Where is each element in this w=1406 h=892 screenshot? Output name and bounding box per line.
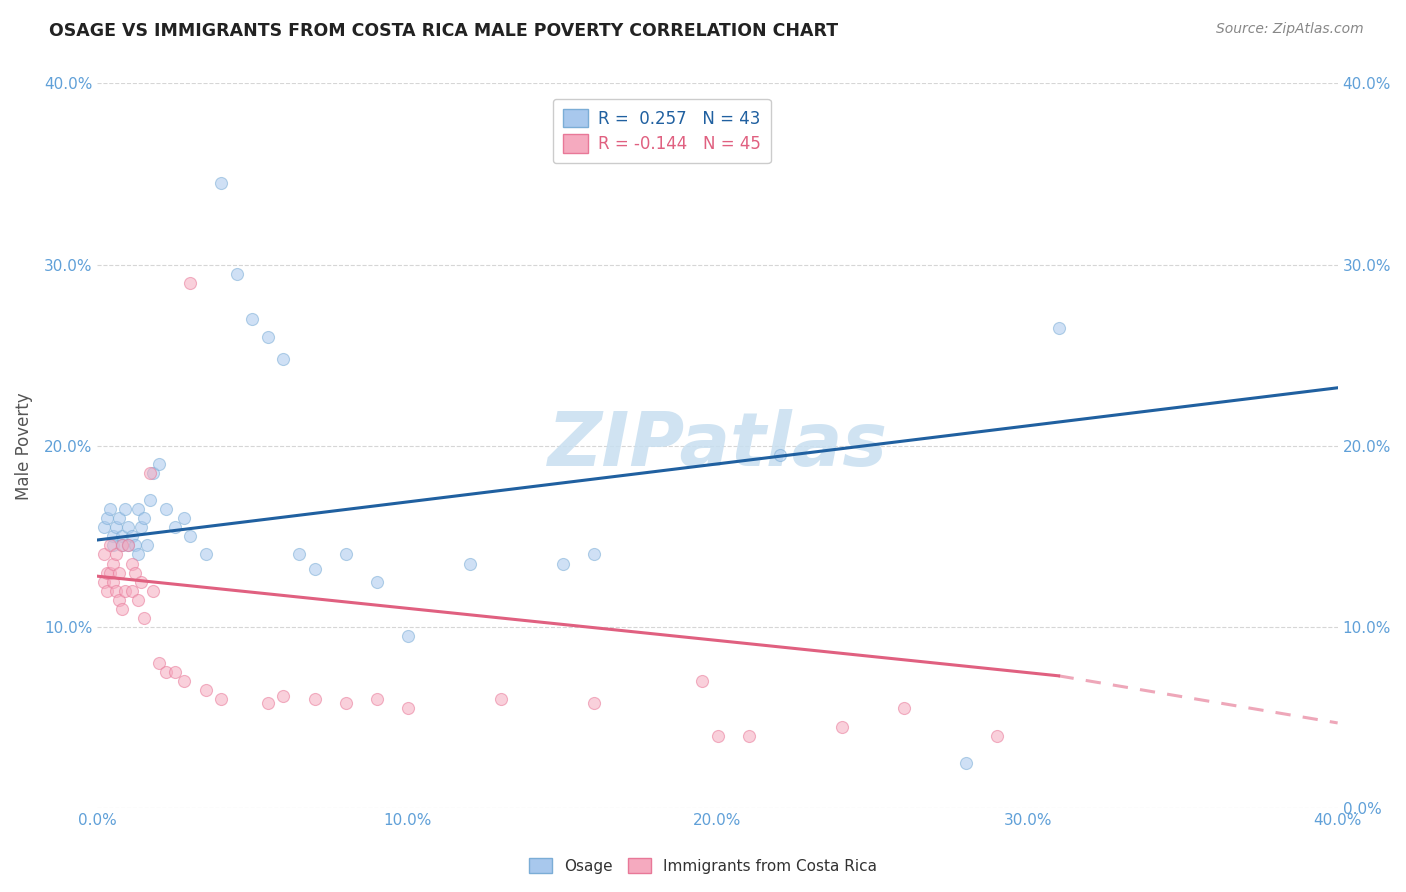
Point (489, 692, 512, 706)
Point (163, 665, 186, 680)
Point (257, 330, 280, 344)
Point (304, 692, 326, 706)
Point (93, 574, 115, 589)
Point (98, 566, 121, 580)
Point (124, 538, 146, 552)
Point (396, 701, 419, 715)
Point (195, 683, 218, 698)
Point (155, 502, 177, 516)
Point (111, 538, 134, 552)
Point (955, 756, 977, 770)
Text: Source: ZipAtlas.com: Source: ZipAtlas.com (1216, 22, 1364, 37)
Point (114, 583, 136, 598)
Point (582, 696, 605, 710)
Point (108, 566, 131, 580)
Point (257, 696, 280, 710)
Point (129, 520, 152, 534)
Point (114, 502, 136, 516)
Point (1047, 321, 1070, 335)
Point (768, 448, 790, 462)
Legend: Osage, Immigrants from Costa Rica: Osage, Immigrants from Costa Rica (523, 852, 883, 880)
Point (737, 729, 759, 743)
Point (93, 520, 115, 534)
Point (163, 520, 186, 534)
Point (121, 529, 143, 543)
Point (242, 312, 264, 326)
Point (96, 583, 118, 598)
Point (127, 592, 149, 607)
Point (366, 574, 388, 589)
Point (179, 529, 201, 543)
Point (690, 674, 713, 689)
Point (211, 176, 233, 190)
Point (173, 674, 195, 689)
Point (98, 502, 121, 516)
Point (195, 548, 218, 562)
Point (101, 529, 124, 543)
Point (117, 538, 139, 552)
Point (111, 529, 134, 543)
Point (226, 267, 249, 281)
Point (142, 466, 165, 480)
Point (335, 696, 357, 710)
Point (96, 566, 118, 580)
Point (706, 729, 728, 743)
Point (273, 689, 295, 703)
Point (211, 692, 233, 706)
Point (105, 520, 128, 534)
Y-axis label: Male Poverty: Male Poverty (15, 392, 32, 500)
Point (117, 538, 139, 552)
Text: ZIPatlas: ZIPatlas (547, 409, 887, 483)
Point (127, 502, 149, 516)
Point (288, 548, 311, 562)
Point (136, 538, 159, 552)
Point (111, 538, 134, 552)
Point (93, 548, 115, 562)
Point (108, 592, 131, 607)
Point (148, 457, 170, 471)
Point (101, 538, 124, 552)
Point (273, 351, 295, 366)
Point (105, 548, 128, 562)
Text: OSAGE VS IMMIGRANTS FROM COSTA RICA MALE POVERTY CORRELATION CHART: OSAGE VS IMMIGRANTS FROM COSTA RICA MALE… (49, 22, 838, 40)
Point (304, 562, 326, 576)
Point (155, 665, 177, 680)
Point (335, 548, 357, 562)
Point (127, 548, 149, 562)
Point (366, 692, 388, 706)
Point (396, 629, 419, 643)
Point (139, 493, 162, 508)
Point (582, 548, 605, 562)
Point (108, 511, 131, 525)
Point (893, 701, 915, 715)
Point (148, 656, 170, 670)
Point (179, 276, 201, 290)
Point (124, 566, 146, 580)
Point (132, 511, 155, 525)
Point (117, 520, 139, 534)
Point (105, 583, 128, 598)
Point (173, 511, 195, 525)
Point (121, 583, 143, 598)
Point (129, 574, 152, 589)
Point (986, 729, 1008, 743)
Point (139, 466, 162, 480)
Point (458, 557, 481, 571)
Point (132, 611, 155, 625)
Point (121, 557, 143, 571)
Point (96, 511, 118, 525)
Point (101, 574, 124, 589)
Point (831, 720, 853, 734)
Point (101, 557, 124, 571)
Legend: R =  0.257   N = 43, R = -0.144   N = 45: R = 0.257 N = 43, R = -0.144 N = 45 (553, 99, 770, 163)
Point (111, 602, 134, 616)
Point (98, 538, 121, 552)
Point (142, 583, 165, 598)
Point (551, 557, 574, 571)
